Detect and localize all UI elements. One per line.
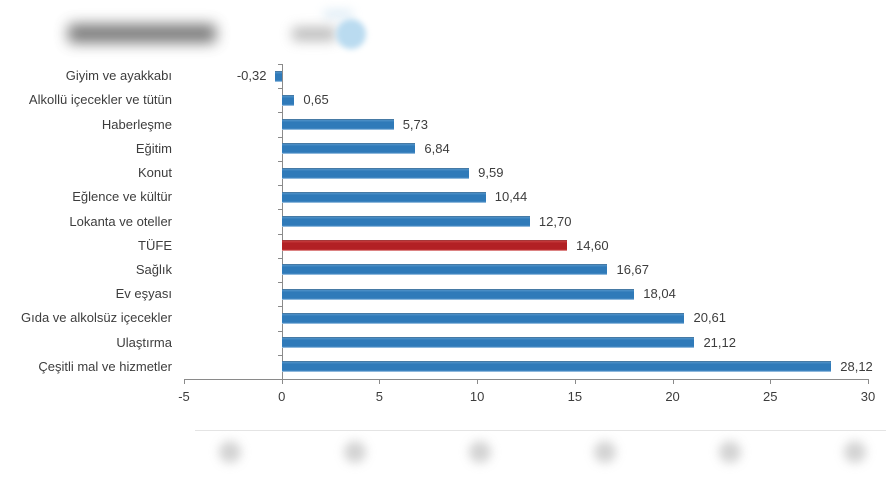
footer-divider [195,430,886,431]
x-axis-tick [379,379,381,384]
bar [281,312,685,324]
blurred-footer-action-icon[interactable] [469,441,491,463]
blurred-footer-action-icon[interactable] [344,441,366,463]
bar [281,361,832,373]
x-axis-tick-label: 30 [860,389,876,404]
y-axis-tick [277,306,282,308]
x-axis-tick [868,379,869,384]
x-axis-tick [184,379,185,384]
value-label: 28,12 [840,358,873,374]
blurred-footer-action-icon[interactable] [719,441,741,463]
value-label: 21,12 [703,334,736,350]
blurred-footer-action-icon[interactable] [844,441,866,463]
value-label: 18,04 [643,286,676,302]
value-label: -0,32 [236,68,267,84]
value-label: 20,61 [693,310,727,326]
x-axis-tick-label: -5 [178,389,190,404]
bar [281,119,394,131]
x-axis-tick-label: 20 [665,389,680,404]
x-axis-tick [477,379,479,384]
bar [281,288,635,300]
value-label: 5,73 [402,116,428,132]
bar [281,337,695,349]
y-axis-tick [277,282,282,284]
y-axis-tick [277,209,282,211]
y-axis-tick [277,185,282,187]
bar [281,94,295,106]
x-axis-tick-label: 15 [567,389,583,404]
bar [281,143,416,155]
category-label: Konut [138,165,172,181]
bar [281,191,486,203]
value-label: 6,84 [424,140,450,156]
y-axis-tick [277,257,282,259]
bar [275,70,282,82]
y-axis-tick [277,64,282,65]
value-label: 10,44 [494,189,528,205]
category-label: Ulaştırma [116,334,172,350]
bar-highlight-tufe [281,240,568,252]
y-axis-tick [277,112,282,114]
x-axis-tick-label: 10 [469,389,485,404]
y-axis-tick [277,330,282,332]
blurred-page-title-placeholder [68,24,216,43]
blurred-header-caption-placeholder [323,10,353,18]
y-axis-tick [277,233,282,235]
x-axis-tick [672,379,674,384]
category-label: Giyim ve ayakkabı [65,68,172,84]
x-axis-tick-label: 0 [278,389,286,404]
y-axis-tick [277,88,282,90]
y-axis-tick [277,136,282,138]
category-label: Eğitim [135,140,172,156]
category-label: Sağlık [135,261,172,277]
value-label: 12,70 [538,213,572,229]
value-label: 9,59 [478,165,504,181]
category-label: TÜFE [138,237,172,253]
value-label: 0,65 [303,92,329,108]
bar [281,216,530,227]
x-axis-line [184,379,868,380]
value-label: 14,60 [576,237,609,253]
bar [281,167,470,179]
category-label: Çeşitli mal ve hizmetler [38,358,172,374]
blurred-footer-action-icon[interactable] [594,441,616,463]
category-label: Alkollü içecekler ve tütün [28,92,172,108]
blurred-footer-action-icon[interactable] [219,441,241,463]
category-label: Lokanta ve oteller [69,213,172,229]
category-label: Haberleşme [101,116,172,132]
value-label: 16,67 [616,261,650,277]
x-axis-tick-label: 5 [375,389,384,404]
y-axis-tick [277,354,282,356]
blurred-header-icon[interactable] [336,19,366,49]
x-axis-tick-label: 25 [763,389,778,404]
y-axis-tick [277,160,282,162]
bar [281,264,608,276]
category-label: Gıda ve alkolsüz içecekler [20,310,172,326]
category-label: Eğlence ve kültür [72,189,172,205]
x-axis-tick [770,379,772,384]
x-axis-tick [281,379,283,384]
blurred-header-link-placeholder [292,27,336,41]
x-axis-tick [574,379,576,384]
category-label: Ev eşyası [115,286,172,302]
